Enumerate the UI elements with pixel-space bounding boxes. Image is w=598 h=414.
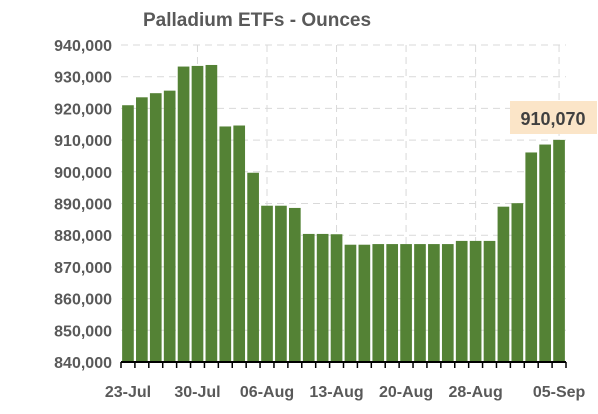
bar [136, 97, 148, 363]
y-tick-label: 910,000 [54, 133, 112, 150]
y-tick-label: 940,000 [54, 38, 112, 55]
bar [177, 66, 190, 362]
bar [261, 205, 273, 362]
bars [122, 64, 565, 363]
x-tick-label: 20-Aug [379, 384, 433, 401]
x-axis-ticks: 23-Jul 30-Jul 06-Aug 13-Aug 20-Aug 28-Aug 05-S… [105, 384, 586, 401]
bar [316, 233, 329, 362]
bar [233, 125, 246, 362]
y-tick-label: 860,000 [54, 292, 112, 309]
bar [372, 244, 385, 362]
bar [247, 172, 259, 362]
y-tick-label: 870,000 [54, 260, 112, 277]
x-tick-label: 30-Jul [174, 384, 220, 401]
x-tick-label: 23-Jul [105, 384, 151, 401]
x-tick-label: 05-Sep [533, 384, 586, 401]
y-axis-ticks: 840,000 850,000 860,000 870,000 880,000 890,0… [54, 38, 112, 372]
bar [428, 244, 440, 362]
bar [163, 90, 176, 362]
bar [330, 234, 343, 362]
callout-label: 910,070 [520, 109, 585, 129]
bar [483, 240, 496, 362]
bar [414, 244, 426, 362]
bar [205, 64, 218, 362]
bar [219, 126, 232, 363]
x-tick-label: 06-Aug [240, 384, 294, 401]
bar [191, 65, 204, 362]
y-tick-label: 900,000 [54, 165, 112, 182]
bar [358, 244, 371, 362]
x-axis [120, 361, 567, 368]
bar [441, 244, 454, 362]
bar [302, 233, 315, 362]
bar [469, 240, 482, 362]
x-tick-label: 13-Aug [309, 384, 363, 401]
x-tick-label: 28-Aug [448, 384, 502, 401]
y-tick-label: 890,000 [54, 197, 112, 214]
bar [122, 105, 134, 362]
y-tick-label: 880,000 [54, 228, 112, 245]
y-tick-label: 840,000 [54, 355, 112, 372]
bar [400, 244, 412, 362]
bar [539, 144, 551, 362]
bar [288, 207, 301, 362]
bar [275, 205, 287, 362]
bar [149, 93, 162, 363]
bar [525, 152, 538, 362]
y-tick-label: 930,000 [54, 70, 112, 87]
bar [386, 244, 399, 362]
last-value-callout: 910,070 [510, 101, 597, 134]
callout-box [510, 101, 597, 134]
bar [344, 244, 357, 362]
bar [497, 206, 510, 362]
y-tick-label: 850,000 [54, 323, 112, 340]
chart-title: Palladium ETFs - Ounces [143, 10, 371, 31]
bar [511, 203, 524, 362]
bar [455, 240, 468, 362]
y-tick-label: 920,000 [54, 101, 112, 118]
bar [553, 139, 565, 362]
